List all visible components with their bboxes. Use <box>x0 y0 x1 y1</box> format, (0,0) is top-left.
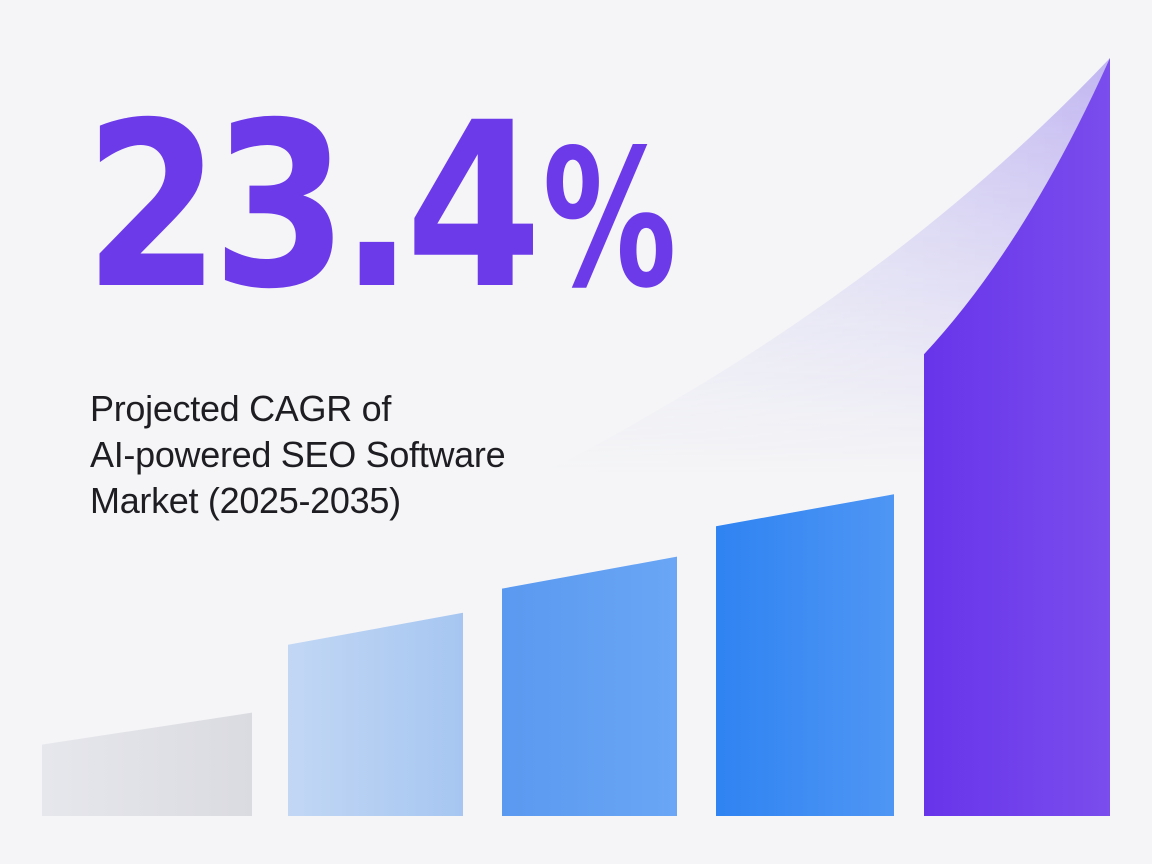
subtitle: Projected CAGR of AI-powered SEO Softwar… <box>90 386 506 524</box>
bar-2 <box>288 612 463 816</box>
bar-1 <box>42 712 252 816</box>
bar-4 <box>716 494 894 816</box>
bar-3 <box>502 556 677 816</box>
subtitle-line-2: AI-powered SEO Software <box>90 434 506 475</box>
cagr-value: 23.4 <box>84 73 542 339</box>
bar-group <box>42 58 1110 816</box>
percent-sign: % <box>541 109 676 330</box>
cagr-headline: 23.4% <box>84 92 697 320</box>
subtitle-line-1: Projected CAGR of <box>90 388 392 429</box>
subtitle-line-3: Market (2025-2035) <box>90 480 401 521</box>
bar-5 <box>924 58 1110 816</box>
